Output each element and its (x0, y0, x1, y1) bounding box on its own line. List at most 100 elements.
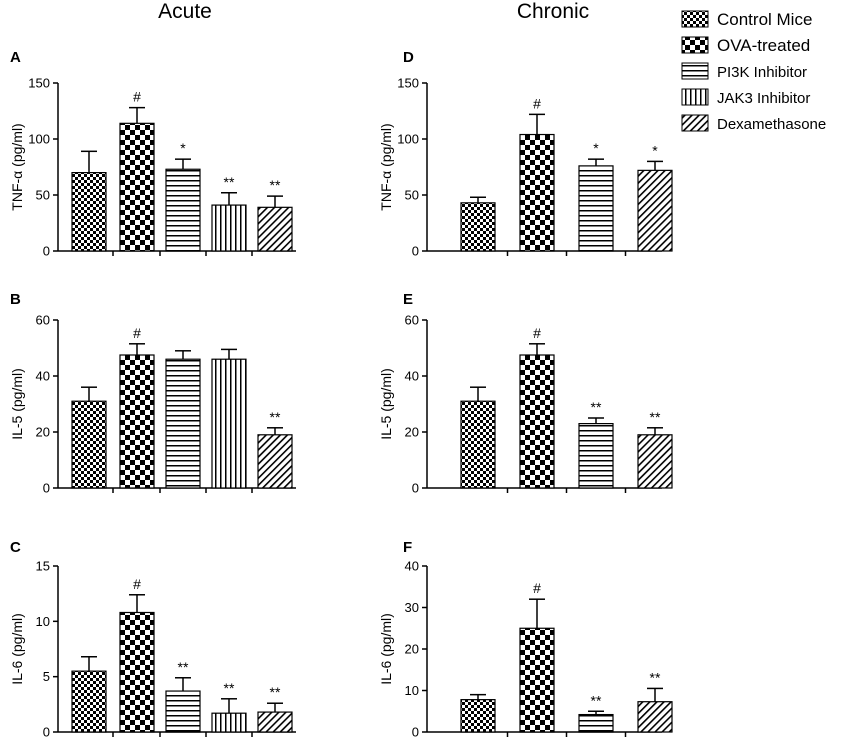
panel-a-annotation-pi3k-inhibitor: * (180, 140, 186, 156)
panel-a-annotation-ova-treated: # (133, 89, 141, 105)
panel-a-ytick-label: 0 (43, 244, 50, 259)
panel-f-ytick-label: 0 (412, 725, 419, 740)
panel-f-ylabel: IL-6 (pg/ml) (378, 613, 394, 685)
panel-c-annotation-dexamethasone: ** (270, 684, 281, 700)
panel-f-bar-ova-treated (519, 627, 555, 733)
column-title-chronic: Chronic (517, 0, 589, 23)
panel-b-ytick-label: 40 (36, 369, 50, 384)
panel-d-bar-control-mice (460, 202, 496, 252)
panel-f-ytick-label: 10 (405, 683, 419, 698)
panel-e-ytick-label: 60 (405, 313, 419, 328)
panel-e-ytick-label: 20 (405, 425, 419, 440)
panel-c-bar-pi3k-inhibitor (165, 690, 201, 733)
panel-d-ytick-label: 50 (405, 188, 419, 203)
panel-e-ytick-label: 40 (405, 369, 419, 384)
panel-b: B IL-5 (pg/ml) 0 20 40 60 # ** (9, 291, 296, 496)
panel-a-ytick-label: 150 (28, 76, 50, 91)
panel-a-ytick-label: 100 (28, 132, 50, 147)
panel-d-bar-pi3k-inhibitor (578, 165, 614, 252)
panel-e-letter: E (403, 291, 413, 308)
panel-b-annotation-dexamethasone: ** (270, 409, 281, 425)
panel-a-letter: A (10, 49, 21, 66)
panel-d-ytick-label: 0 (412, 244, 419, 259)
panel-e-ytick-label: 0 (412, 481, 419, 496)
legend-swatch-jak3-inhibitor (681, 88, 709, 106)
legend: Control Mice OVA-treated PI3K Inhibitor … (681, 10, 826, 133)
panel-c-ytick-label: 10 (36, 614, 50, 629)
panel-a-annotation-dexamethasone: ** (270, 177, 281, 193)
panel-b-bar-ova-treated (119, 354, 155, 489)
panel-d-ytick-label: 150 (397, 76, 419, 91)
panel-a-bar-ova-treated (119, 122, 155, 252)
panel-b-ytick-label: 0 (43, 481, 50, 496)
panel-d-letter: D (403, 49, 414, 66)
legend-swatch-pi3k-inhibitor (681, 62, 709, 80)
panel-c-bar-control-mice (71, 670, 107, 733)
panel-c: C IL-6 (pg/ml) 0 5 10 15 # ** ** ** (9, 539, 296, 740)
panel-b-ylabel: IL-5 (pg/ml) (9, 368, 25, 440)
legend-label-jak3-inhibitor: JAK3 Inhibitor (717, 90, 810, 107)
panel-a-bar-jak3-inhibitor (211, 204, 247, 252)
panel-e-annotation-pi3k-inhibitor: ** (591, 399, 602, 415)
panel-b-bar-control-mice (71, 400, 107, 489)
column-title-acute: Acute (158, 0, 212, 23)
panel-d-ytick-label: 100 (397, 132, 419, 147)
panel-a-bar-dexamethasone (257, 206, 293, 252)
panel-f-bar-control-mice (460, 699, 496, 733)
panel-d-annotation-pi3k-inhibitor: * (593, 140, 599, 156)
panel-b-bar-jak3-inhibitor (211, 358, 247, 489)
panel-f: F IL-6 (pg/ml) 0 10 20 30 40 # ** ** (378, 539, 673, 740)
panel-d-ylabel: TNF-α (pg/ml) (378, 123, 394, 210)
panel-c-ytick-label: 0 (43, 725, 50, 740)
legend-swatch-ova-treated (681, 36, 709, 54)
panel-b-annotation-ova-treated: # (133, 325, 141, 341)
legend-swatch-control-mice (681, 10, 709, 28)
panel-e-bar-pi3k-inhibitor (578, 423, 614, 489)
panel-c-letter: C (10, 539, 21, 556)
panel-b-bar-dexamethasone (257, 434, 293, 489)
panel-e-annotation-ova-treated: # (533, 325, 541, 341)
panel-a-annotation-jak3-inhibitor: ** (224, 174, 235, 190)
legend-label-dexamethasone: Dexamethasone (717, 116, 826, 133)
panel-f-bar-pi3k-inhibitor (578, 713, 614, 733)
panel-e-bar-ova-treated (519, 354, 555, 489)
legend-swatch-dexamethasone (681, 114, 709, 132)
panel-c-ylabel: IL-6 (pg/ml) (9, 613, 25, 685)
panel-d-bar-dexamethasone (637, 169, 673, 252)
panel-f-ytick-label: 20 (405, 642, 419, 657)
panel-f-ytick-label: 40 (405, 559, 419, 574)
panel-a-bar-control-mice (71, 172, 107, 252)
panel-c-bar-jak3-inhibitor (211, 712, 247, 733)
panel-e-ylabel: IL-5 (pg/ml) (378, 368, 394, 440)
panel-b-bar-pi3k-inhibitor (165, 358, 201, 489)
panel-c-ytick-label: 5 (43, 669, 50, 684)
panel-f-annotation-ova-treated: # (533, 580, 541, 596)
panel-c-bar-ova-treated (119, 611, 155, 733)
panel-c-bar-dexamethasone (257, 711, 293, 733)
legend-label-ova-treated: OVA-treated (717, 36, 810, 55)
panel-c-annotation-jak3-inhibitor: ** (224, 680, 235, 696)
panel-f-letter: F (403, 539, 412, 556)
panel-e-bar-dexamethasone (637, 434, 673, 489)
panel-e-bar-control-mice (460, 400, 496, 489)
panel-f-bar-dexamethasone (637, 701, 673, 733)
legend-label-pi3k-inhibitor: PI3K Inhibitor (717, 64, 807, 81)
panel-c-annotation-ova-treated: # (133, 576, 141, 592)
panel-d-annotation-ova-treated: # (533, 95, 541, 111)
panel-d: D TNF-α (pg/ml) 0 50 100 150 # * * (378, 49, 673, 259)
panel-d-annotation-dexamethasone: * (652, 142, 658, 158)
panel-c-ytick-label: 15 (36, 559, 50, 574)
panel-d-bar-ova-treated (519, 133, 555, 252)
legend-label-control-mice: Control Mice (717, 10, 812, 29)
panel-e-annotation-dexamethasone: ** (650, 409, 661, 425)
panel-e: E IL-5 (pg/ml) 0 20 40 60 # ** ** (378, 291, 673, 496)
panel-f-annotation-pi3k-inhibitor: ** (591, 692, 602, 708)
panel-b-ytick-label: 60 (36, 313, 50, 328)
panel-c-annotation-pi3k-inhibitor: ** (178, 659, 189, 675)
panel-b-letter: B (10, 291, 21, 308)
panel-a-bar-pi3k-inhibitor (165, 168, 201, 252)
panel-a-ytick-label: 50 (36, 188, 50, 203)
